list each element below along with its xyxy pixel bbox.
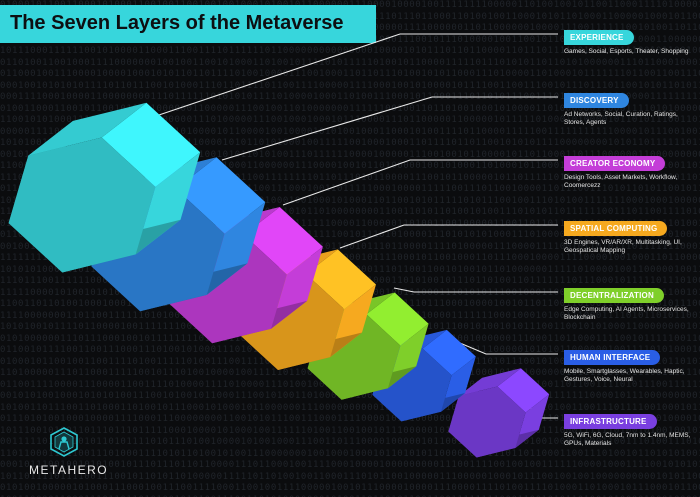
layer-description: 3D Engines, VR/AR/XR, Multitasking, UI, … (564, 239, 682, 254)
layer-label: CREATOR ECONOMY (564, 156, 666, 171)
layer-3: CREATOR ECONOMY Design Tools, Asset Marke… (564, 153, 698, 190)
connector-line (221, 96, 558, 161)
layer-prism (448, 368, 550, 458)
layer-description: Ad Networks, Social, Curation, Ratings, … (564, 111, 678, 126)
layer-label: EXPERIENCE (564, 30, 634, 45)
connector-line (282, 159, 558, 206)
layer-7: INFRASTRUCTURE 5G, WiFi, 6G, Cloud, 7nm t… (564, 411, 698, 448)
prism-side-face (243, 207, 323, 275)
prism-side-face (306, 249, 376, 310)
prism-side-face (458, 368, 521, 396)
connector-line (393, 287, 558, 293)
layer-description: Mobile, Smartglasses, Wearables, Haptic,… (564, 368, 685, 383)
layer-description: 5G, WiFi, 6G, Cloud, 7nm to 1.4nm, MEMS,… (564, 432, 691, 447)
layer-prism (8, 102, 201, 273)
layer-4: SPATIAL COMPUTING 3D Engines, VR/AR/XR, M… (564, 218, 698, 255)
title-banner: The Seven Layers of the Metaverse (0, 5, 376, 43)
connector-line (339, 224, 558, 249)
prism-front-face (448, 386, 526, 458)
brand-name: METAHERO (29, 463, 109, 477)
layer-label: HUMAN INTERFACE (564, 350, 661, 365)
layer-label: SPATIAL COMPUTING (564, 221, 668, 236)
prism-side-face (28, 102, 147, 156)
prism-side-face (366, 292, 429, 346)
connector-line (149, 33, 558, 119)
layer-description: Design Tools, Asset Markets, Workflow, C… (564, 174, 678, 189)
layer-2: DISCOVERY Ad Networks, Social, Curation, … (564, 90, 698, 127)
prism-side-face (422, 329, 476, 376)
layer-6: HUMAN INTERFACE Mobile, Smartglasses, Wea… (564, 347, 698, 384)
layer-label: DECENTRALIZATION (564, 288, 664, 303)
page-title: The Seven Layers of the Metaverse (10, 12, 344, 34)
layer-label: DISCOVERY (564, 93, 629, 108)
prism-side-face (101, 102, 201, 187)
layer-label: INFRASTRUCTURE (564, 414, 657, 429)
prism-side-face (175, 157, 266, 234)
layer-description: Edge Computing, AI Agents, Microservices… (564, 306, 689, 321)
hexagon-hero-icon (50, 427, 78, 457)
prism-front-face (8, 137, 156, 273)
layer-5: DECENTRALIZATION Edge Computing, AI Agent… (564, 285, 698, 322)
layer-description: Games, Social, Esports, Theater, Shoppin… (564, 48, 689, 55)
layer-1: EXPERIENCE Games, Social, Esports, Theate… (564, 27, 698, 56)
prism-side-face (497, 368, 550, 413)
